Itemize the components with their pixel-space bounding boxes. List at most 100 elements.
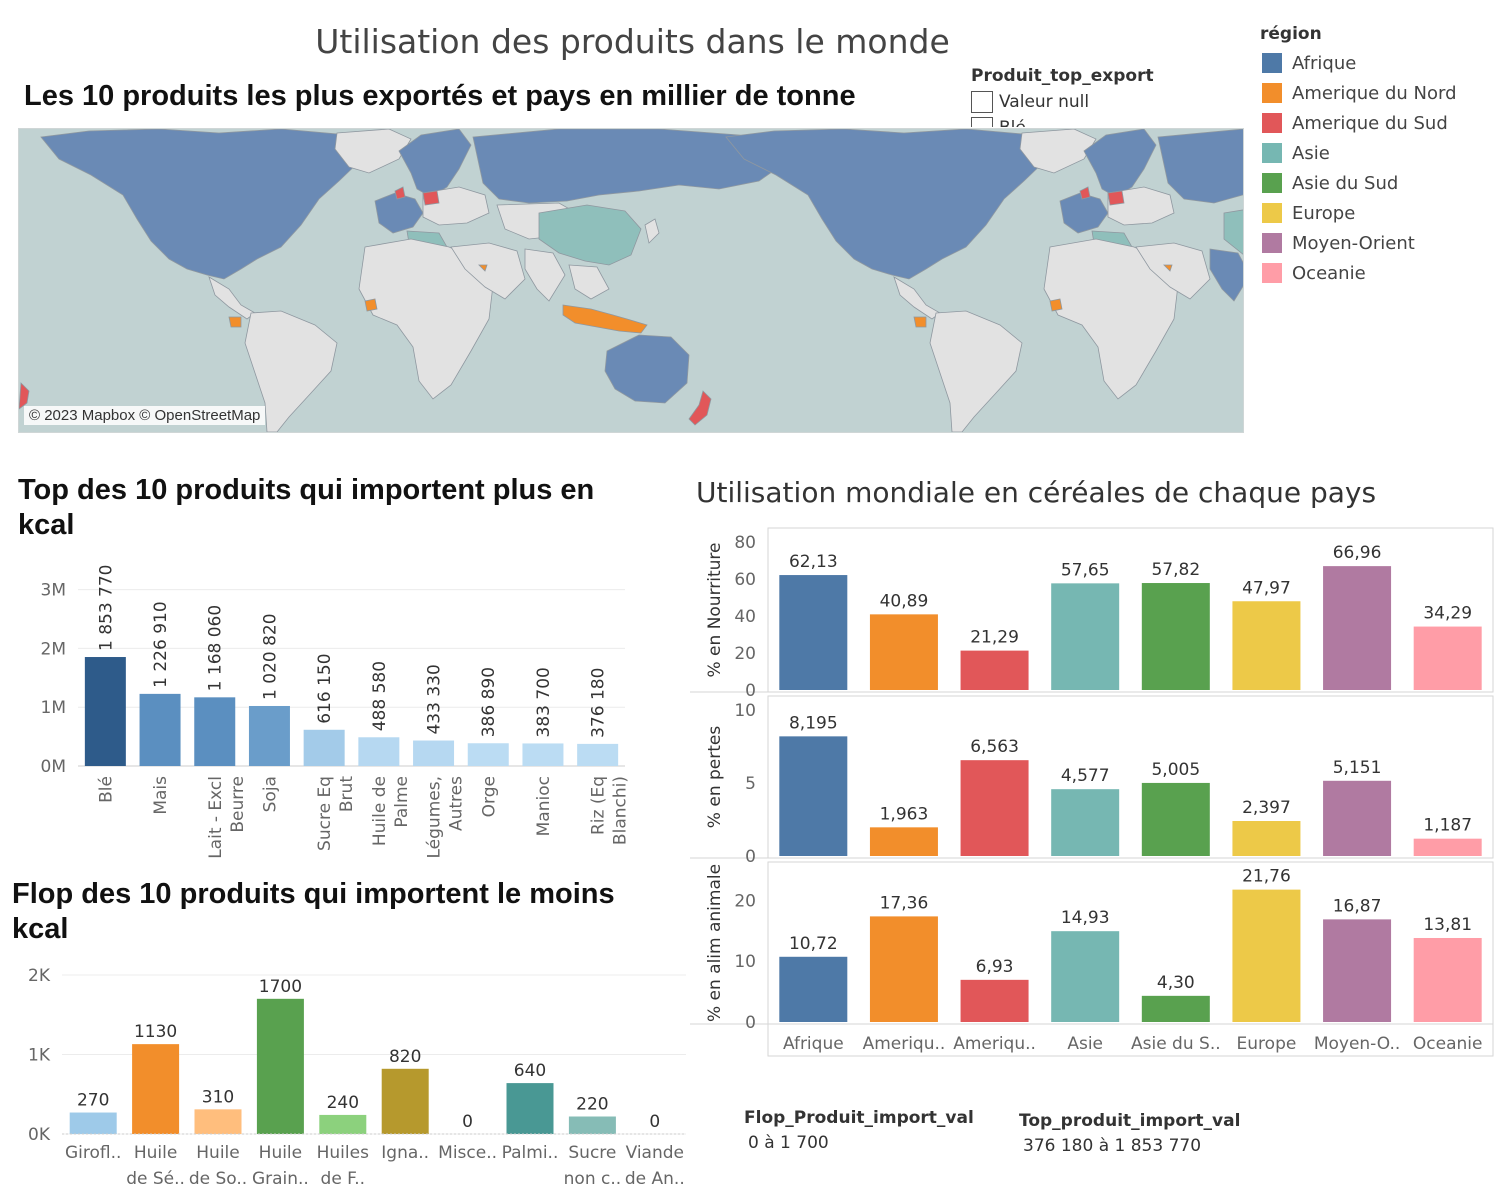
legend-item[interactable]: Amerique du Sud bbox=[1262, 108, 1457, 138]
bar[interactable] bbox=[1232, 601, 1301, 690]
x-tick-label: de An.. bbox=[625, 1169, 685, 1189]
x-tick-label: Palmi.. bbox=[502, 1143, 559, 1163]
bar[interactable] bbox=[248, 705, 290, 766]
bar[interactable] bbox=[960, 760, 1029, 856]
legend-item[interactable]: Asie du Sud bbox=[1262, 168, 1457, 198]
bar[interactable] bbox=[1323, 566, 1392, 690]
legend-swatch bbox=[1262, 173, 1282, 193]
colombia-dot bbox=[228, 316, 242, 328]
bar[interactable] bbox=[84, 657, 126, 766]
x-tick-label: Huiles bbox=[317, 1143, 369, 1163]
bar[interactable] bbox=[577, 743, 619, 766]
y-tick-label: 5 bbox=[745, 774, 756, 794]
bar[interactable] bbox=[1413, 937, 1482, 1022]
bar[interactable] bbox=[779, 736, 848, 856]
y-tick-label: 1K bbox=[28, 1045, 51, 1065]
bar[interactable] bbox=[1051, 931, 1120, 1022]
bar[interactable] bbox=[1141, 583, 1210, 690]
bar-value-label: 16,87 bbox=[1333, 896, 1382, 916]
bar[interactable] bbox=[358, 737, 400, 766]
bar-value-label: 220 bbox=[576, 1095, 608, 1115]
bar[interactable] bbox=[960, 979, 1029, 1022]
legend-label: Amerique du Nord bbox=[1292, 82, 1457, 104]
filter-option-null[interactable]: Valeur null bbox=[971, 89, 1151, 115]
map-copy-east bbox=[725, 129, 1243, 432]
filter-option-ble[interactable]: Blé bbox=[971, 115, 1151, 127]
legend-swatch bbox=[1262, 113, 1282, 133]
bar[interactable] bbox=[194, 1109, 242, 1134]
bar[interactable] bbox=[467, 743, 509, 766]
bar[interactable] bbox=[303, 729, 345, 766]
greenland bbox=[334, 129, 412, 174]
bar[interactable] bbox=[1232, 821, 1301, 856]
bar[interactable] bbox=[779, 575, 848, 690]
legend-item[interactable]: Amerique du Nord bbox=[1262, 78, 1457, 108]
bar[interactable] bbox=[779, 956, 848, 1022]
flop-range-value: 0 à 1 700 bbox=[748, 1133, 829, 1153]
bar-value-label: 57,82 bbox=[1151, 560, 1200, 580]
x-tick-label: Huile bbox=[259, 1143, 302, 1163]
cereal-usage-chart[interactable]: 0 20 40 60 80 % en Nourriture 62,13 40,89 21,29 5… bbox=[688, 524, 1498, 1064]
bar[interactable] bbox=[256, 998, 304, 1134]
y-tick-label: 0 bbox=[745, 681, 756, 701]
flop-range-label: Flop_Produit_import_val bbox=[744, 1108, 974, 1128]
filter-title: Produit_top_export bbox=[971, 66, 1154, 86]
legend-item[interactable]: Asie bbox=[1262, 138, 1457, 168]
bar[interactable] bbox=[1232, 889, 1301, 1022]
flop-products-chart[interactable]: 0K 1K 2K 270 Girofl.. 1130 Huile de Sé.. 310 Huil… bbox=[0, 955, 700, 1195]
legend-swatch bbox=[1262, 263, 1282, 283]
legend-item[interactable]: Europe bbox=[1262, 198, 1457, 228]
bar[interactable] bbox=[194, 697, 236, 766]
bar[interactable] bbox=[869, 916, 938, 1022]
top-range-value: 376 180 à 1 853 770 bbox=[1023, 1136, 1202, 1156]
bar[interactable] bbox=[1051, 583, 1120, 690]
top-range-label: Top_produit_import_val bbox=[1019, 1111, 1241, 1131]
bar[interactable] bbox=[1323, 919, 1392, 1022]
bar[interactable] bbox=[1141, 995, 1210, 1022]
bar[interactable] bbox=[960, 650, 1029, 690]
legend-item[interactable]: Moyen-Orient bbox=[1262, 228, 1457, 258]
x-tick-label: Blanchi) bbox=[611, 776, 631, 845]
baltic-red bbox=[422, 190, 440, 206]
bar[interactable] bbox=[413, 740, 455, 766]
panel-y-label: % en alim animale bbox=[705, 864, 725, 1022]
bar[interactable] bbox=[1413, 838, 1482, 856]
bar[interactable] bbox=[506, 1083, 554, 1134]
bar[interactable] bbox=[132, 1044, 180, 1134]
bar[interactable] bbox=[522, 743, 564, 766]
x-tick-label: Sucre Eq bbox=[315, 776, 335, 851]
legend-item[interactable]: Oceanie bbox=[1262, 258, 1457, 288]
top-products-chart[interactable]: 0M 1M 2M 3M 1 853 770 Blé 1 226 910 Mais 1 168 0… bbox=[0, 560, 660, 860]
bar[interactable] bbox=[1323, 780, 1392, 856]
y-tick-label: 0M bbox=[41, 757, 66, 777]
y-tick-label: 10 bbox=[734, 952, 756, 972]
bar[interactable] bbox=[568, 1116, 616, 1134]
bar[interactable] bbox=[319, 1114, 367, 1134]
europe-east bbox=[422, 186, 490, 226]
bar-value-label: 40,89 bbox=[880, 591, 929, 611]
bar-value-label: 1 226 910 bbox=[151, 601, 171, 688]
world-map[interactable] bbox=[18, 128, 1244, 433]
bar[interactable] bbox=[869, 827, 938, 856]
bar[interactable] bbox=[69, 1112, 117, 1134]
bar[interactable] bbox=[1141, 782, 1210, 856]
bar-value-label: 433 330 bbox=[425, 664, 445, 734]
bar[interactable] bbox=[1413, 626, 1482, 690]
x-tick-label: Lait - Excl bbox=[206, 776, 226, 859]
legend-item[interactable]: Afrique bbox=[1262, 48, 1457, 78]
map-credit[interactable]: © 2023 Mapbox © OpenStreetMap bbox=[24, 406, 266, 425]
west-africa-dot bbox=[364, 298, 378, 312]
bar[interactable] bbox=[869, 614, 938, 690]
checkbox[interactable] bbox=[971, 91, 993, 113]
product-filter[interactable]: Valeur null Blé bbox=[971, 89, 1151, 127]
legend-swatch bbox=[1262, 53, 1282, 73]
x-tick-label: Viande bbox=[626, 1143, 684, 1163]
legend-label: Oceanie bbox=[1292, 262, 1366, 284]
bar[interactable] bbox=[139, 693, 181, 766]
bar[interactable] bbox=[1051, 789, 1120, 856]
x-tick-label: non c.. bbox=[564, 1169, 622, 1189]
checkbox[interactable] bbox=[971, 117, 993, 127]
bar[interactable] bbox=[381, 1068, 429, 1134]
x-tick-label: Sucre bbox=[568, 1143, 616, 1163]
x-tick-label: Riz (Eq bbox=[589, 776, 609, 835]
